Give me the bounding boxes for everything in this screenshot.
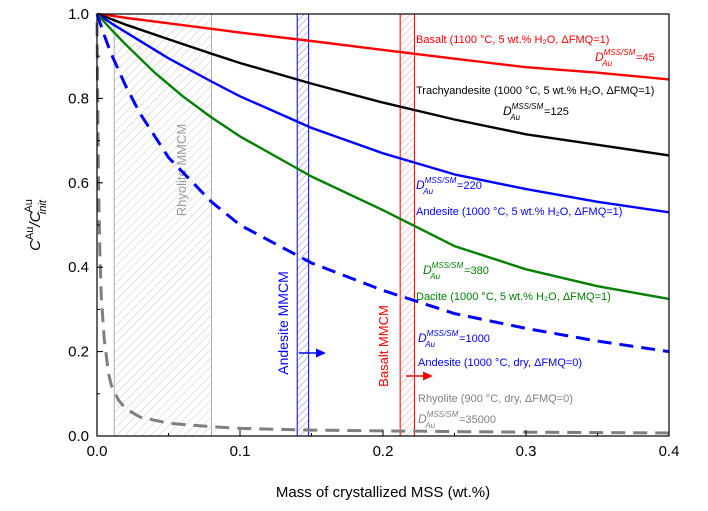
- x-axis-title: Mass of crystallized MSS (wt.%): [276, 484, 490, 501]
- annotation-9: Andesite (1000 °C, dry, ΔFMQ=0): [418, 357, 582, 369]
- y-tick-label: 1.0: [68, 6, 89, 23]
- band-arrow-head-2: [423, 371, 433, 381]
- series-line-D45: [96, 12, 670, 81]
- annotation-0: Basalt (1100 °C, 5 wt.% H₂O, ΔFMQ=1): [416, 34, 609, 46]
- band-arrow-head-1: [316, 348, 326, 358]
- annotation-6: DMSS/SM Au =380: [423, 261, 489, 281]
- annotation-11: DMSS/SM Au =35000: [418, 410, 496, 430]
- annotation-8: DMSS/SM Au =1000: [418, 329, 490, 349]
- axis-ticks: 0.0 0.1 0.2 0.3 0.4 0.0 0.2 0.4 0.6 0.8 1.0: [68, 6, 679, 460]
- band-label-2: Basalt MMCM: [376, 305, 391, 387]
- y-tick-label: 0.4: [68, 259, 89, 276]
- y-title-sup1: Au: [24, 227, 36, 240]
- series-lines: [95, 12, 670, 435]
- y-title-sup2: Au: [23, 199, 35, 212]
- series-line-D1000: [95, 13, 670, 354]
- y-tick-label: 0.8: [68, 90, 89, 107]
- annotation-3: DMSS/SM Au =125: [503, 102, 569, 122]
- y-tick-label: 0.0: [68, 428, 89, 445]
- x-tick-label: 0.3: [516, 443, 537, 460]
- annotation-5: Andesite (1000 °C, 5 wt.% H₂O, ΔFMQ=1): [416, 206, 622, 218]
- series-line-D125: [96, 12, 670, 157]
- annotation-2: Trachyandesite (1000 °C, 5 wt.% H₂O, ΔFM…: [416, 85, 654, 97]
- x-tick-label: 0.1: [230, 443, 251, 460]
- series-line-D35000: [95, 22, 670, 435]
- y-tick-label: 0.2: [68, 344, 89, 361]
- annotations: Basalt (1100 °C, 5 wt.% H₂O, ΔFMQ=1) DMSS…: [416, 34, 655, 430]
- x-tick-label: 0.0: [87, 443, 108, 460]
- y-tick-label: 0.6: [68, 175, 89, 192]
- band-andesite: [296, 13, 310, 437]
- series-line-D380: [96, 13, 670, 301]
- annotation-1: DMSS/SM Au =45: [595, 48, 655, 68]
- x-tick-label: 0.2: [373, 443, 394, 460]
- x-tick-label: 0.4: [659, 443, 680, 460]
- y-title-sub2: init: [37, 199, 49, 214]
- y-title-c: C: [27, 240, 44, 251]
- annotation-10: Rhyolite (900 °C, dry, ΔFMQ=0): [418, 393, 573, 405]
- annotation-7: Dacite (1000 °C, 5 wt.% H₂O, ΔFMQ=1): [416, 291, 611, 303]
- y-title-slash: /C: [27, 211, 44, 227]
- band-rhyolite: [113, 13, 212, 437]
- band-label-1: Andesite MMCM: [275, 271, 291, 374]
- series-line-D220: [96, 12, 670, 214]
- y-axis-title: CAu/CAu init: [23, 199, 49, 251]
- annotation-4: DMSS/SM Au =220: [416, 176, 482, 196]
